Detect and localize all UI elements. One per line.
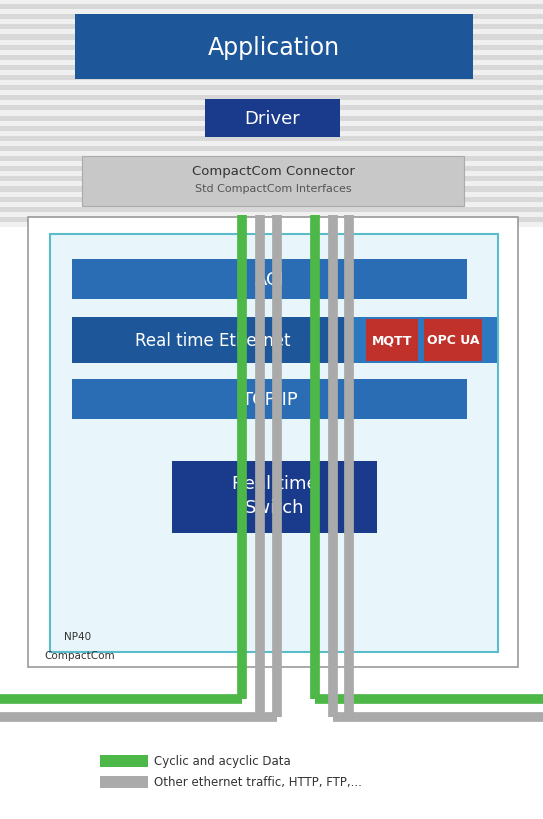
Bar: [0, 0, 543, 5]
Bar: [0, 46, 543, 51]
Text: Std CompactCom Interfaces: Std CompactCom Interfaces: [195, 183, 351, 194]
Bar: [0, 172, 543, 177]
Bar: [172, 461, 377, 533]
Bar: [424, 319, 482, 361]
Bar: [0, 91, 543, 96]
Bar: [0, 162, 543, 167]
Bar: [0, 152, 543, 157]
Bar: [366, 319, 418, 361]
Bar: [0, 167, 543, 172]
Bar: [354, 318, 497, 364]
Bar: [205, 100, 340, 138]
Bar: [75, 15, 473, 80]
Bar: [0, 197, 543, 202]
Text: MQTT: MQTT: [372, 334, 412, 347]
Bar: [0, 111, 543, 116]
Bar: [100, 755, 148, 767]
Text: Other ethernet traffic, HTTP, FTP,...: Other ethernet traffic, HTTP, FTP,...: [154, 776, 362, 789]
Text: TCP/IP: TCP/IP: [242, 391, 298, 409]
Bar: [0, 202, 543, 207]
Bar: [0, 30, 543, 35]
Bar: [72, 379, 467, 419]
Bar: [0, 121, 543, 126]
Bar: [0, 5, 543, 10]
Bar: [0, 177, 543, 182]
Bar: [0, 96, 543, 102]
Bar: [0, 182, 543, 188]
Text: OPC UA: OPC UA: [427, 334, 479, 347]
Bar: [72, 318, 354, 364]
Bar: [0, 66, 543, 71]
Bar: [0, 218, 543, 223]
Text: NP40: NP40: [65, 631, 92, 641]
Bar: [0, 147, 543, 152]
Bar: [0, 157, 543, 162]
Text: Application: Application: [208, 35, 340, 60]
Bar: [0, 126, 543, 132]
Bar: [0, 192, 543, 197]
Bar: [0, 16, 543, 20]
Text: CompactCom: CompactCom: [45, 650, 115, 660]
Bar: [0, 71, 543, 76]
Bar: [0, 142, 543, 147]
Bar: [0, 56, 543, 61]
Text: Real time: Real time: [232, 474, 317, 492]
Bar: [82, 156, 464, 206]
Bar: [72, 260, 467, 300]
Text: Switch: Switch: [245, 499, 304, 516]
Bar: [0, 207, 543, 213]
Text: ACI: ACI: [255, 270, 285, 288]
Bar: [0, 40, 543, 46]
Bar: [0, 51, 543, 56]
Text: CompactCom Connector: CompactCom Connector: [192, 165, 355, 179]
Text: Driver: Driver: [245, 110, 300, 128]
Bar: [0, 61, 543, 66]
Bar: [0, 20, 543, 25]
Bar: [0, 106, 543, 111]
Text: Real time Ethernet: Real time Ethernet: [135, 332, 291, 350]
Bar: [0, 188, 543, 192]
Bar: [0, 132, 543, 137]
Bar: [0, 35, 543, 40]
Bar: [0, 25, 543, 30]
Bar: [0, 10, 543, 16]
Bar: [0, 76, 543, 81]
Bar: [0, 102, 543, 106]
Bar: [0, 81, 543, 86]
Bar: [28, 218, 518, 667]
Bar: [50, 235, 498, 652]
Bar: [0, 116, 543, 121]
Bar: [0, 223, 543, 228]
Bar: [0, 86, 543, 91]
Bar: [0, 137, 543, 142]
Bar: [100, 776, 148, 788]
Bar: [0, 213, 543, 218]
Text: Cyclic and acyclic Data: Cyclic and acyclic Data: [154, 754, 291, 767]
